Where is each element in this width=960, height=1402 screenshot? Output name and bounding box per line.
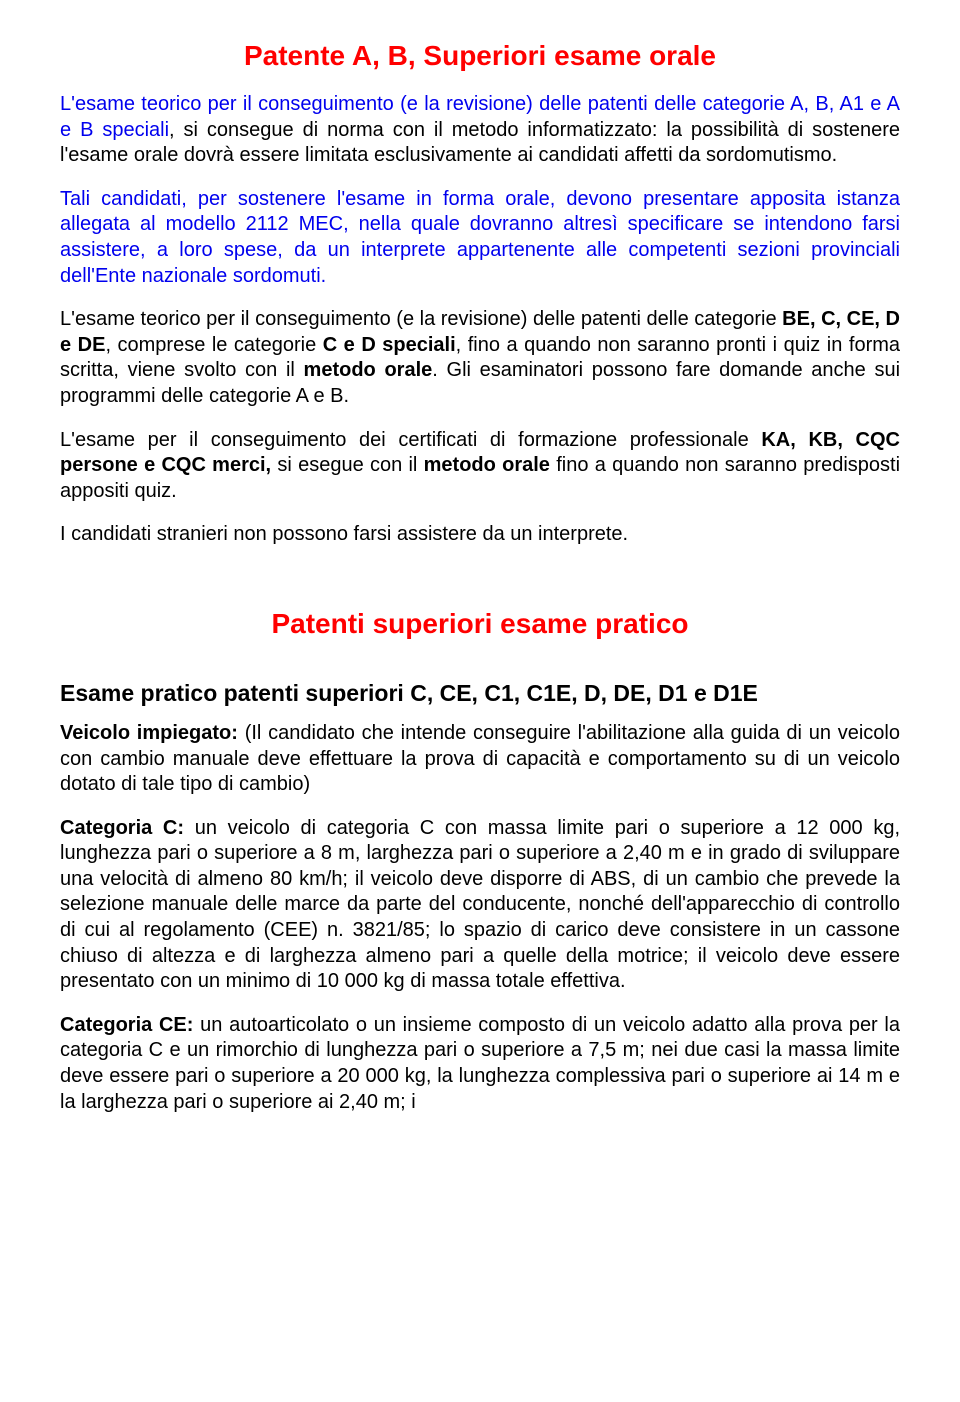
paragraph-certificati: L'esame per il conseguimento dei certifi…: [60, 428, 900, 505]
paragraph-categoria-c: Categoria C: un veicolo di categoria C c…: [60, 816, 900, 995]
text-bold-cat-ce: Categoria CE:: [60, 1014, 193, 1036]
paragraph-stranieri: I candidati stranieri non possono farsi …: [60, 522, 900, 548]
document-page: Patente A, B, Superiori esame orale L'es…: [0, 0, 960, 1402]
paragraph-intro-teorico: L'esame teorico per il conseguimento (e …: [60, 92, 900, 169]
heading-patente-orale: Patente A, B, Superiori esame orale: [60, 40, 900, 72]
subheading-esame-pratico: Esame pratico patenti superiori C, CE, C…: [60, 680, 900, 707]
text-bold-speciali: C e D speciali: [323, 334, 456, 356]
text-seg: si esegue con il: [271, 454, 424, 476]
paragraph-be-c-ce: L'esame teorico per il conseguimento (e …: [60, 307, 900, 409]
text-bold-metodo-orale: metodo orale: [304, 359, 433, 381]
paragraph-veicolo-impiegato: Veicolo impiegato: (Il candidato che int…: [60, 721, 900, 798]
heading-patenti-pratico: Patenti superiori esame pratico: [60, 608, 900, 640]
text-intro-black: , si consegue di norma con il metodo inf…: [60, 119, 900, 167]
text-seg: L'esame teorico per il conseguimento (e …: [60, 308, 782, 330]
text-bold-veicolo: Veicolo impiegato:: [60, 722, 238, 744]
text-seg: , comprese le categorie: [105, 334, 322, 356]
paragraph-categoria-ce: Categoria CE: un autoarticolato o un ins…: [60, 1013, 900, 1115]
text-bold-metodo-orale-2: metodo orale: [424, 454, 550, 476]
text-seg: L'esame per il conseguimento dei certifi…: [60, 429, 761, 451]
paragraph-tali-candidati: Tali candidati, per sostenere l'esame in…: [60, 187, 900, 289]
text-bold-cat-c: Categoria C:: [60, 817, 184, 839]
text-seg: un veicolo di categoria C con massa limi…: [60, 817, 900, 993]
